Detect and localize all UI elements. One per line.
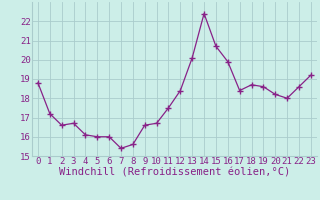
X-axis label: Windchill (Refroidissement éolien,°C): Windchill (Refroidissement éolien,°C) [59, 168, 290, 178]
